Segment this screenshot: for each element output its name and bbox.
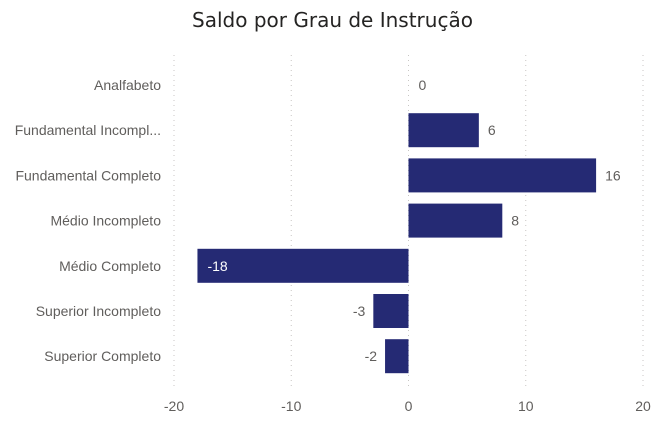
category-label: Fundamental Completo (15, 167, 161, 183)
bar[interactable] (408, 113, 479, 148)
x-tick-label: 20 (635, 398, 651, 414)
data-label: -3 (353, 303, 366, 319)
grid-lines (173, 55, 644, 388)
category-label: Médio Incompleto (50, 213, 161, 229)
x-tick-label: 0 (405, 398, 413, 414)
x-tick-label: 10 (518, 398, 534, 414)
category-label: Analfabeto (94, 77, 161, 93)
data-label: 0 (419, 77, 427, 93)
bar[interactable] (408, 158, 597, 193)
data-labels: 0 6 16 8 -18 -3 -2 (207, 77, 620, 364)
category-label: Superior Incompleto (36, 303, 162, 319)
bar[interactable] (408, 203, 503, 238)
category-labels: Analfabeto Fundamental Incompl... Fundamen… (15, 77, 162, 364)
bars (197, 113, 597, 374)
bar[interactable] (197, 248, 409, 283)
x-tick-label: -10 (281, 398, 301, 414)
bar[interactable] (385, 339, 409, 374)
x-tick-label: -20 (164, 398, 184, 414)
x-axis-ticks: -20 -10 0 10 20 (164, 398, 651, 414)
data-label: -18 (207, 258, 227, 274)
category-label: Médio Completo (59, 258, 161, 274)
chart-title: Saldo por Grau de Instrução (192, 8, 473, 32)
category-label: Superior Completo (44, 348, 161, 364)
data-label: 6 (488, 122, 496, 138)
data-label: 8 (511, 213, 519, 229)
category-label: Fundamental Incompl... (15, 122, 161, 138)
data-label: 16 (605, 167, 621, 183)
data-label: -2 (365, 348, 378, 364)
bar[interactable] (373, 294, 409, 328)
